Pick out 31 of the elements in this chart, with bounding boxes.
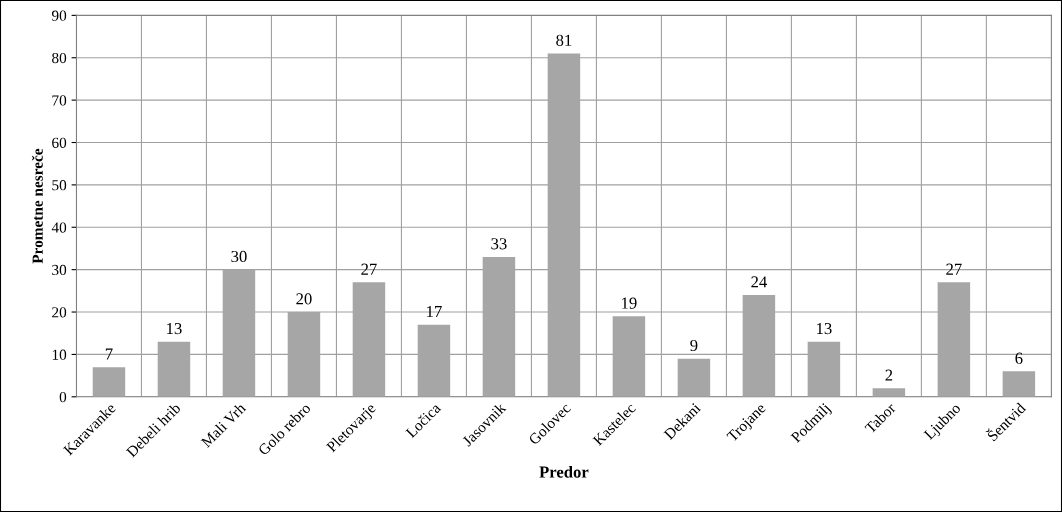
y-tick-label: 40 [51, 222, 67, 233]
y-tick-label: 20 [52, 307, 67, 318]
data-label: 6 [1015, 352, 1023, 364]
data-label: 33 [491, 238, 507, 250]
data-label: 20 [296, 293, 312, 305]
bar [677, 358, 711, 397]
data-label: 13 [817, 322, 832, 335]
data-label: 9 [690, 339, 698, 352]
y-tick-label: 0 [59, 391, 67, 403]
data-label: 17 [427, 306, 442, 318]
bar [872, 388, 906, 397]
data-label: 13 [167, 322, 182, 335]
x-axis-title: Predor [539, 465, 589, 478]
data-label: 7 [105, 348, 113, 360]
data-label: 2 [885, 369, 893, 381]
y-tick-label: 30 [52, 264, 67, 276]
data-label: 30 [231, 250, 247, 263]
bar [92, 367, 126, 397]
y-axis-title: Prometne nesreče [31, 148, 43, 264]
y-tick-label: 60 [52, 137, 67, 148]
y-tick-label: 50 [52, 180, 67, 191]
y-tick-label: 80 [52, 52, 67, 64]
data-label: 27 [361, 263, 377, 275]
bar [1002, 371, 1036, 397]
y-tick-label: 70 [52, 95, 67, 106]
data-label: 24 [751, 276, 767, 288]
data-label: 27 [946, 263, 962, 275]
y-tick-label: 10 [52, 349, 67, 360]
data-label: 19 [622, 297, 637, 309]
y-tick-label: 90 [51, 10, 67, 21]
data-label: 81 [556, 34, 572, 46]
